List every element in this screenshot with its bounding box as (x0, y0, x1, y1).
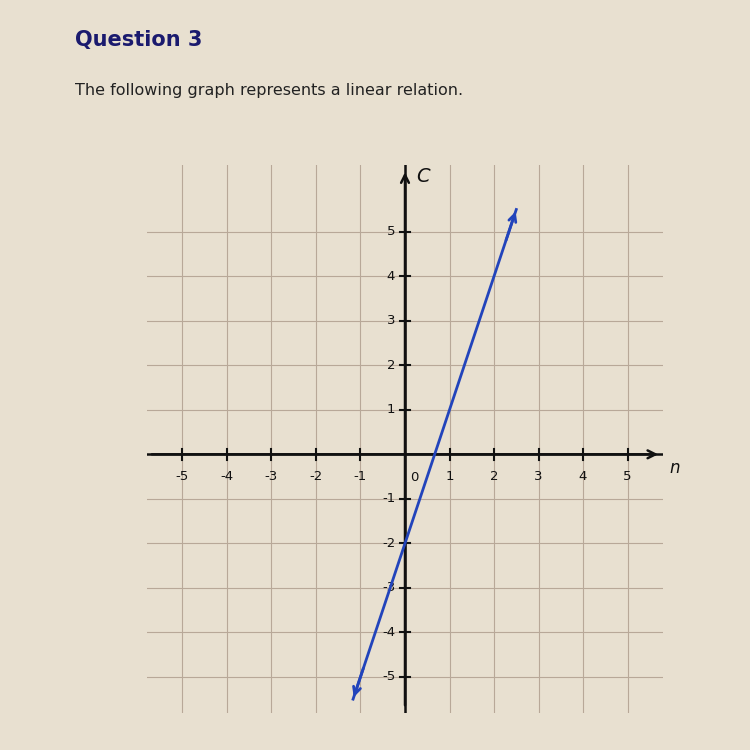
Text: -2: -2 (309, 470, 322, 483)
Text: -4: -4 (382, 626, 395, 639)
Text: Question 3: Question 3 (75, 30, 202, 50)
Text: 3: 3 (534, 470, 543, 483)
Text: 5: 5 (623, 470, 632, 483)
Text: -1: -1 (354, 470, 367, 483)
Text: -3: -3 (265, 470, 278, 483)
Text: 4: 4 (387, 270, 395, 283)
Text: -4: -4 (220, 470, 233, 483)
Text: 4: 4 (579, 470, 587, 483)
Text: -3: -3 (382, 581, 395, 594)
Text: -5: -5 (176, 470, 189, 483)
Text: 3: 3 (387, 314, 395, 327)
Text: C: C (416, 167, 430, 186)
Text: -2: -2 (382, 537, 395, 550)
Text: 2: 2 (490, 470, 498, 483)
Text: 2: 2 (387, 358, 395, 372)
Text: 0: 0 (410, 471, 419, 484)
Text: -5: -5 (382, 670, 395, 683)
Text: n: n (670, 459, 680, 477)
Text: 5: 5 (387, 225, 395, 238)
Text: 1: 1 (387, 404, 395, 416)
Text: 1: 1 (446, 470, 454, 483)
Text: The following graph represents a linear relation.: The following graph represents a linear … (75, 82, 463, 98)
Text: -1: -1 (382, 492, 395, 506)
